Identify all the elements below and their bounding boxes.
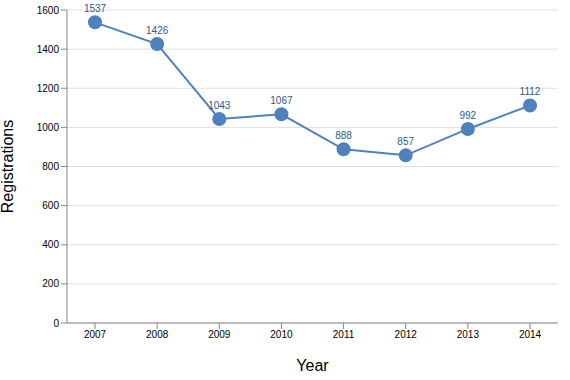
svg-text:2011: 2011 (333, 329, 355, 340)
svg-text:2009: 2009 (208, 329, 231, 340)
svg-text:1200: 1200 (37, 83, 60, 94)
svg-text:992: 992 (460, 110, 477, 121)
svg-text:857: 857 (397, 136, 414, 147)
svg-text:2008: 2008 (146, 329, 169, 340)
svg-text:2007: 2007 (84, 329, 107, 340)
svg-text:1400: 1400 (37, 44, 60, 55)
svg-text:2014: 2014 (519, 329, 542, 340)
svg-text:200: 200 (42, 278, 59, 289)
svg-text:400: 400 (42, 239, 59, 250)
svg-text:800: 800 (42, 161, 59, 172)
svg-text:1067: 1067 (270, 95, 293, 106)
svg-text:2013: 2013 (457, 329, 480, 340)
svg-text:0: 0 (53, 318, 59, 329)
svg-text:600: 600 (42, 200, 59, 211)
svg-text:1112: 1112 (520, 86, 541, 97)
svg-text:2010: 2010 (270, 329, 293, 340)
svg-text:2012: 2012 (395, 329, 418, 340)
svg-text:888: 888 (335, 130, 352, 141)
svg-text:Year: Year (296, 357, 329, 374)
svg-text:1537: 1537 (84, 3, 107, 14)
svg-text:1043: 1043 (208, 100, 231, 111)
svg-text:1000: 1000 (37, 122, 60, 133)
svg-text:1600: 1600 (37, 5, 60, 16)
svg-text:Registrations: Registrations (8, 120, 16, 213)
svg-text:1426: 1426 (146, 25, 169, 36)
